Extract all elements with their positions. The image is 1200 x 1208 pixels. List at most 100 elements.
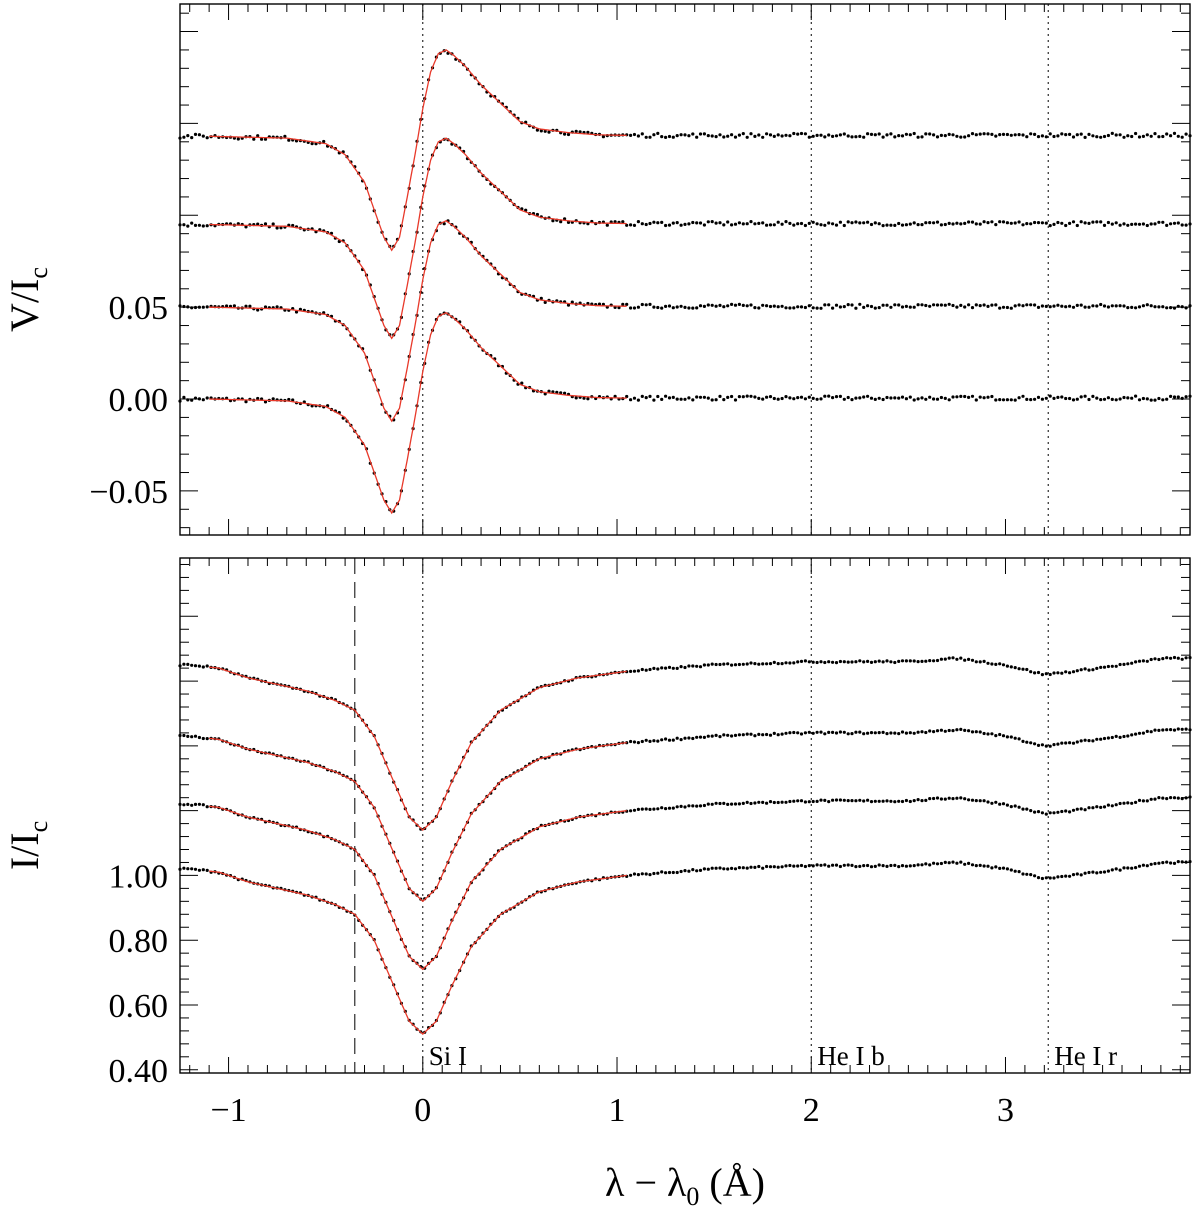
observed-point: [1161, 220, 1165, 224]
observed-point: [916, 863, 920, 867]
observed-point: [718, 662, 722, 667]
observed-point: [695, 135, 699, 139]
observed-point: [640, 667, 644, 672]
observed-point: [928, 395, 932, 399]
observed-point: [838, 798, 843, 802]
observed-point: [1102, 736, 1107, 741]
observed-point: [190, 221, 194, 225]
observed-point: [765, 662, 769, 666]
observed-point: [640, 222, 644, 226]
observed-point: [178, 733, 182, 738]
observed-point: [1040, 673, 1044, 677]
observed-point: [846, 134, 850, 138]
observed-point: [252, 137, 256, 141]
observed-point: [702, 304, 707, 308]
observed-point: [815, 799, 819, 804]
observed-point: [757, 662, 761, 666]
observed-point: [745, 394, 749, 398]
observed-point: [652, 807, 656, 811]
observed-point: [178, 802, 182, 807]
observed-point: [955, 395, 959, 399]
observed-point: [671, 221, 675, 225]
observed-point: [885, 659, 889, 663]
observed-point: [866, 394, 870, 398]
observed-point: [578, 130, 582, 134]
observed-point: [831, 222, 835, 226]
observed-point: [1087, 305, 1091, 309]
observed-point: [869, 222, 874, 227]
observed-point: [959, 222, 963, 226]
observed-point: [765, 395, 769, 399]
observed-point: [916, 397, 920, 401]
observed-point: [761, 303, 765, 307]
observed-point: [982, 864, 986, 868]
observed-point: [714, 662, 718, 667]
observed-point: [928, 863, 932, 867]
observed-point: [986, 800, 990, 804]
observed-point: [947, 221, 951, 225]
observed-point: [664, 223, 668, 228]
observed-point: [691, 220, 695, 225]
series-3: [178, 49, 1192, 252]
observed-point: [679, 869, 683, 874]
observed-point: [900, 659, 905, 663]
observed-point: [811, 731, 815, 735]
observed-point: [547, 130, 551, 134]
observed-point: [982, 799, 986, 803]
observed-point: [193, 664, 198, 668]
observed-point: [636, 807, 641, 812]
observed-point: [1106, 869, 1110, 873]
observed-point: [1180, 797, 1184, 801]
observed-point: [695, 869, 699, 873]
observed-point: [283, 134, 287, 138]
observed-point: [990, 801, 994, 805]
observed-point: [737, 802, 742, 806]
observed-point: [784, 306, 788, 310]
observed-point: [939, 861, 944, 866]
observed-point: [749, 865, 753, 869]
observed-point: [197, 223, 201, 227]
observed-point: [792, 661, 796, 665]
observed-point: [652, 133, 656, 137]
observed-point: [796, 731, 800, 735]
observed-point: [1044, 672, 1048, 676]
observed-point: [632, 872, 637, 876]
observed-point: [838, 133, 843, 137]
observed-point: [675, 134, 679, 138]
observed-point: [1169, 222, 1173, 226]
observed-point: [1188, 860, 1192, 864]
observed-point: [621, 220, 625, 224]
observed-point: [1025, 303, 1029, 307]
observed-point: [1126, 866, 1130, 870]
observed-point: [951, 860, 955, 864]
observed-point: [1033, 810, 1037, 814]
observed-point: [978, 395, 982, 399]
observed-point: [1064, 670, 1068, 674]
observed-point: [741, 733, 745, 737]
observed-point: [322, 139, 326, 144]
observed-point: [539, 296, 543, 300]
observed-point: [792, 864, 796, 868]
observed-point: [1118, 133, 1122, 137]
observed-point: [1095, 135, 1099, 139]
observed-point: [1095, 805, 1099, 809]
observed-point: [838, 864, 843, 869]
observed-point: [955, 728, 959, 732]
observed-point: [963, 862, 967, 866]
observed-point: [279, 226, 283, 230]
observed-point: [745, 222, 749, 226]
observed-point: [730, 394, 734, 399]
observed-point: [1137, 864, 1142, 868]
observed-point: [1122, 662, 1126, 667]
observed-point: [597, 302, 602, 306]
observed-point: [908, 133, 912, 137]
observed-point: [695, 221, 699, 225]
observed-point: [803, 864, 808, 869]
observed-point: [1141, 222, 1145, 226]
observed-point: [1025, 872, 1029, 876]
observed-point: [904, 304, 909, 308]
observed-point: [691, 736, 695, 741]
observed-point: [1087, 397, 1091, 402]
observed-point: [831, 798, 835, 802]
observed-point: [193, 132, 198, 136]
